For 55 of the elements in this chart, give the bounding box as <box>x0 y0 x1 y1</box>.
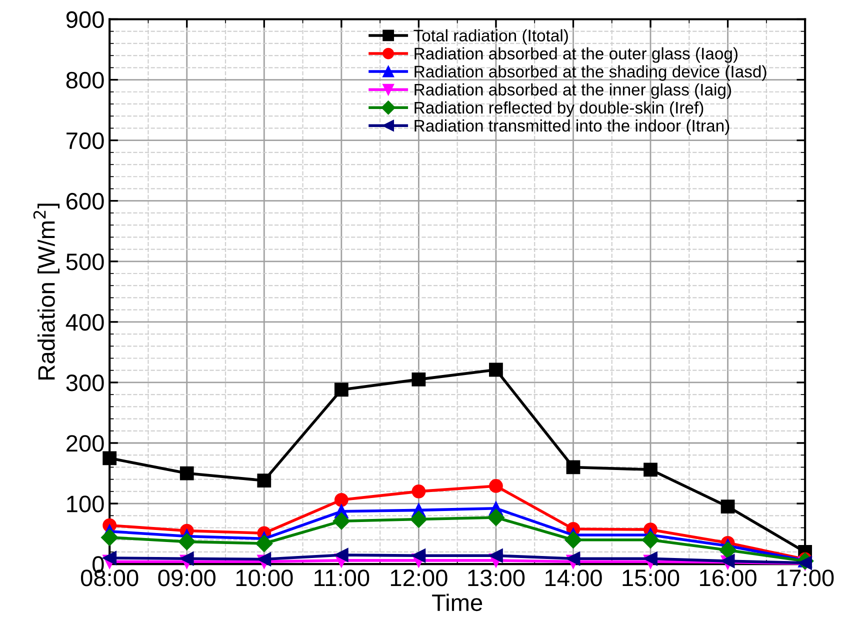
point <box>487 508 505 526</box>
legend-label: Radiation reflected by double-skin (Iref) <box>414 101 704 117</box>
x-tick-label: 11:00 <box>314 570 370 586</box>
x-tick-label: 10:00 <box>236 570 293 586</box>
y-tick-label: 100 <box>67 496 104 512</box>
point <box>566 460 580 474</box>
point <box>178 533 196 550</box>
point <box>489 548 503 563</box>
point <box>720 500 735 514</box>
point <box>102 451 117 466</box>
point <box>566 552 580 566</box>
point <box>334 492 348 507</box>
point <box>334 548 348 562</box>
x-tick-label: 12:00 <box>390 570 448 586</box>
x-axis-title: Time <box>432 594 482 612</box>
legend-label: Total radiation (Itotal) <box>414 29 568 45</box>
x-tick-label: 13:00 <box>468 570 525 586</box>
point <box>644 462 658 477</box>
point <box>489 479 503 493</box>
point <box>180 552 194 566</box>
point <box>256 534 273 552</box>
point <box>257 474 272 488</box>
point <box>180 466 194 480</box>
legend-label: Radiation absorbed at the shading device (Iasd) <box>414 65 766 81</box>
y-tick-label: 400 <box>66 314 104 331</box>
point <box>644 552 658 566</box>
point <box>642 531 660 548</box>
y-tick-label: 500 <box>66 253 104 270</box>
point <box>564 531 582 548</box>
x-tick-label: 09:00 <box>158 570 216 586</box>
point <box>719 542 736 559</box>
legend-label: Radiation absorbed at the outer glass (Iaog) <box>414 47 738 63</box>
y-axis-title: Radiation [W/m$^{2}$] <box>33 204 60 380</box>
x-tick-label: 15:00 <box>622 570 680 586</box>
x-tick-label: 14:00 <box>546 570 602 586</box>
point <box>332 512 350 530</box>
y-tick-label: 200 <box>66 435 104 452</box>
y-tick-label: 900 <box>66 11 104 28</box>
legend-label: Radiation absorbed at the inner glass (Iaig) <box>414 83 731 99</box>
y-tick-label: 700 <box>66 132 104 150</box>
point <box>410 510 428 528</box>
point <box>489 362 503 377</box>
y-tick-label: 300 <box>66 374 104 392</box>
point <box>412 372 426 386</box>
y-tick-label: 800 <box>66 72 104 89</box>
y-tick-label: 600 <box>66 192 104 210</box>
point <box>257 552 272 566</box>
point <box>334 382 348 397</box>
legend-label: Radiation transmitted into the indoor (Itran) <box>414 119 730 135</box>
point <box>412 484 426 498</box>
point <box>102 551 117 565</box>
point <box>412 548 426 563</box>
x-tick-label: 17:00 <box>777 570 834 586</box>
x-tick-label: 16:00 <box>700 570 756 586</box>
point <box>101 528 118 546</box>
